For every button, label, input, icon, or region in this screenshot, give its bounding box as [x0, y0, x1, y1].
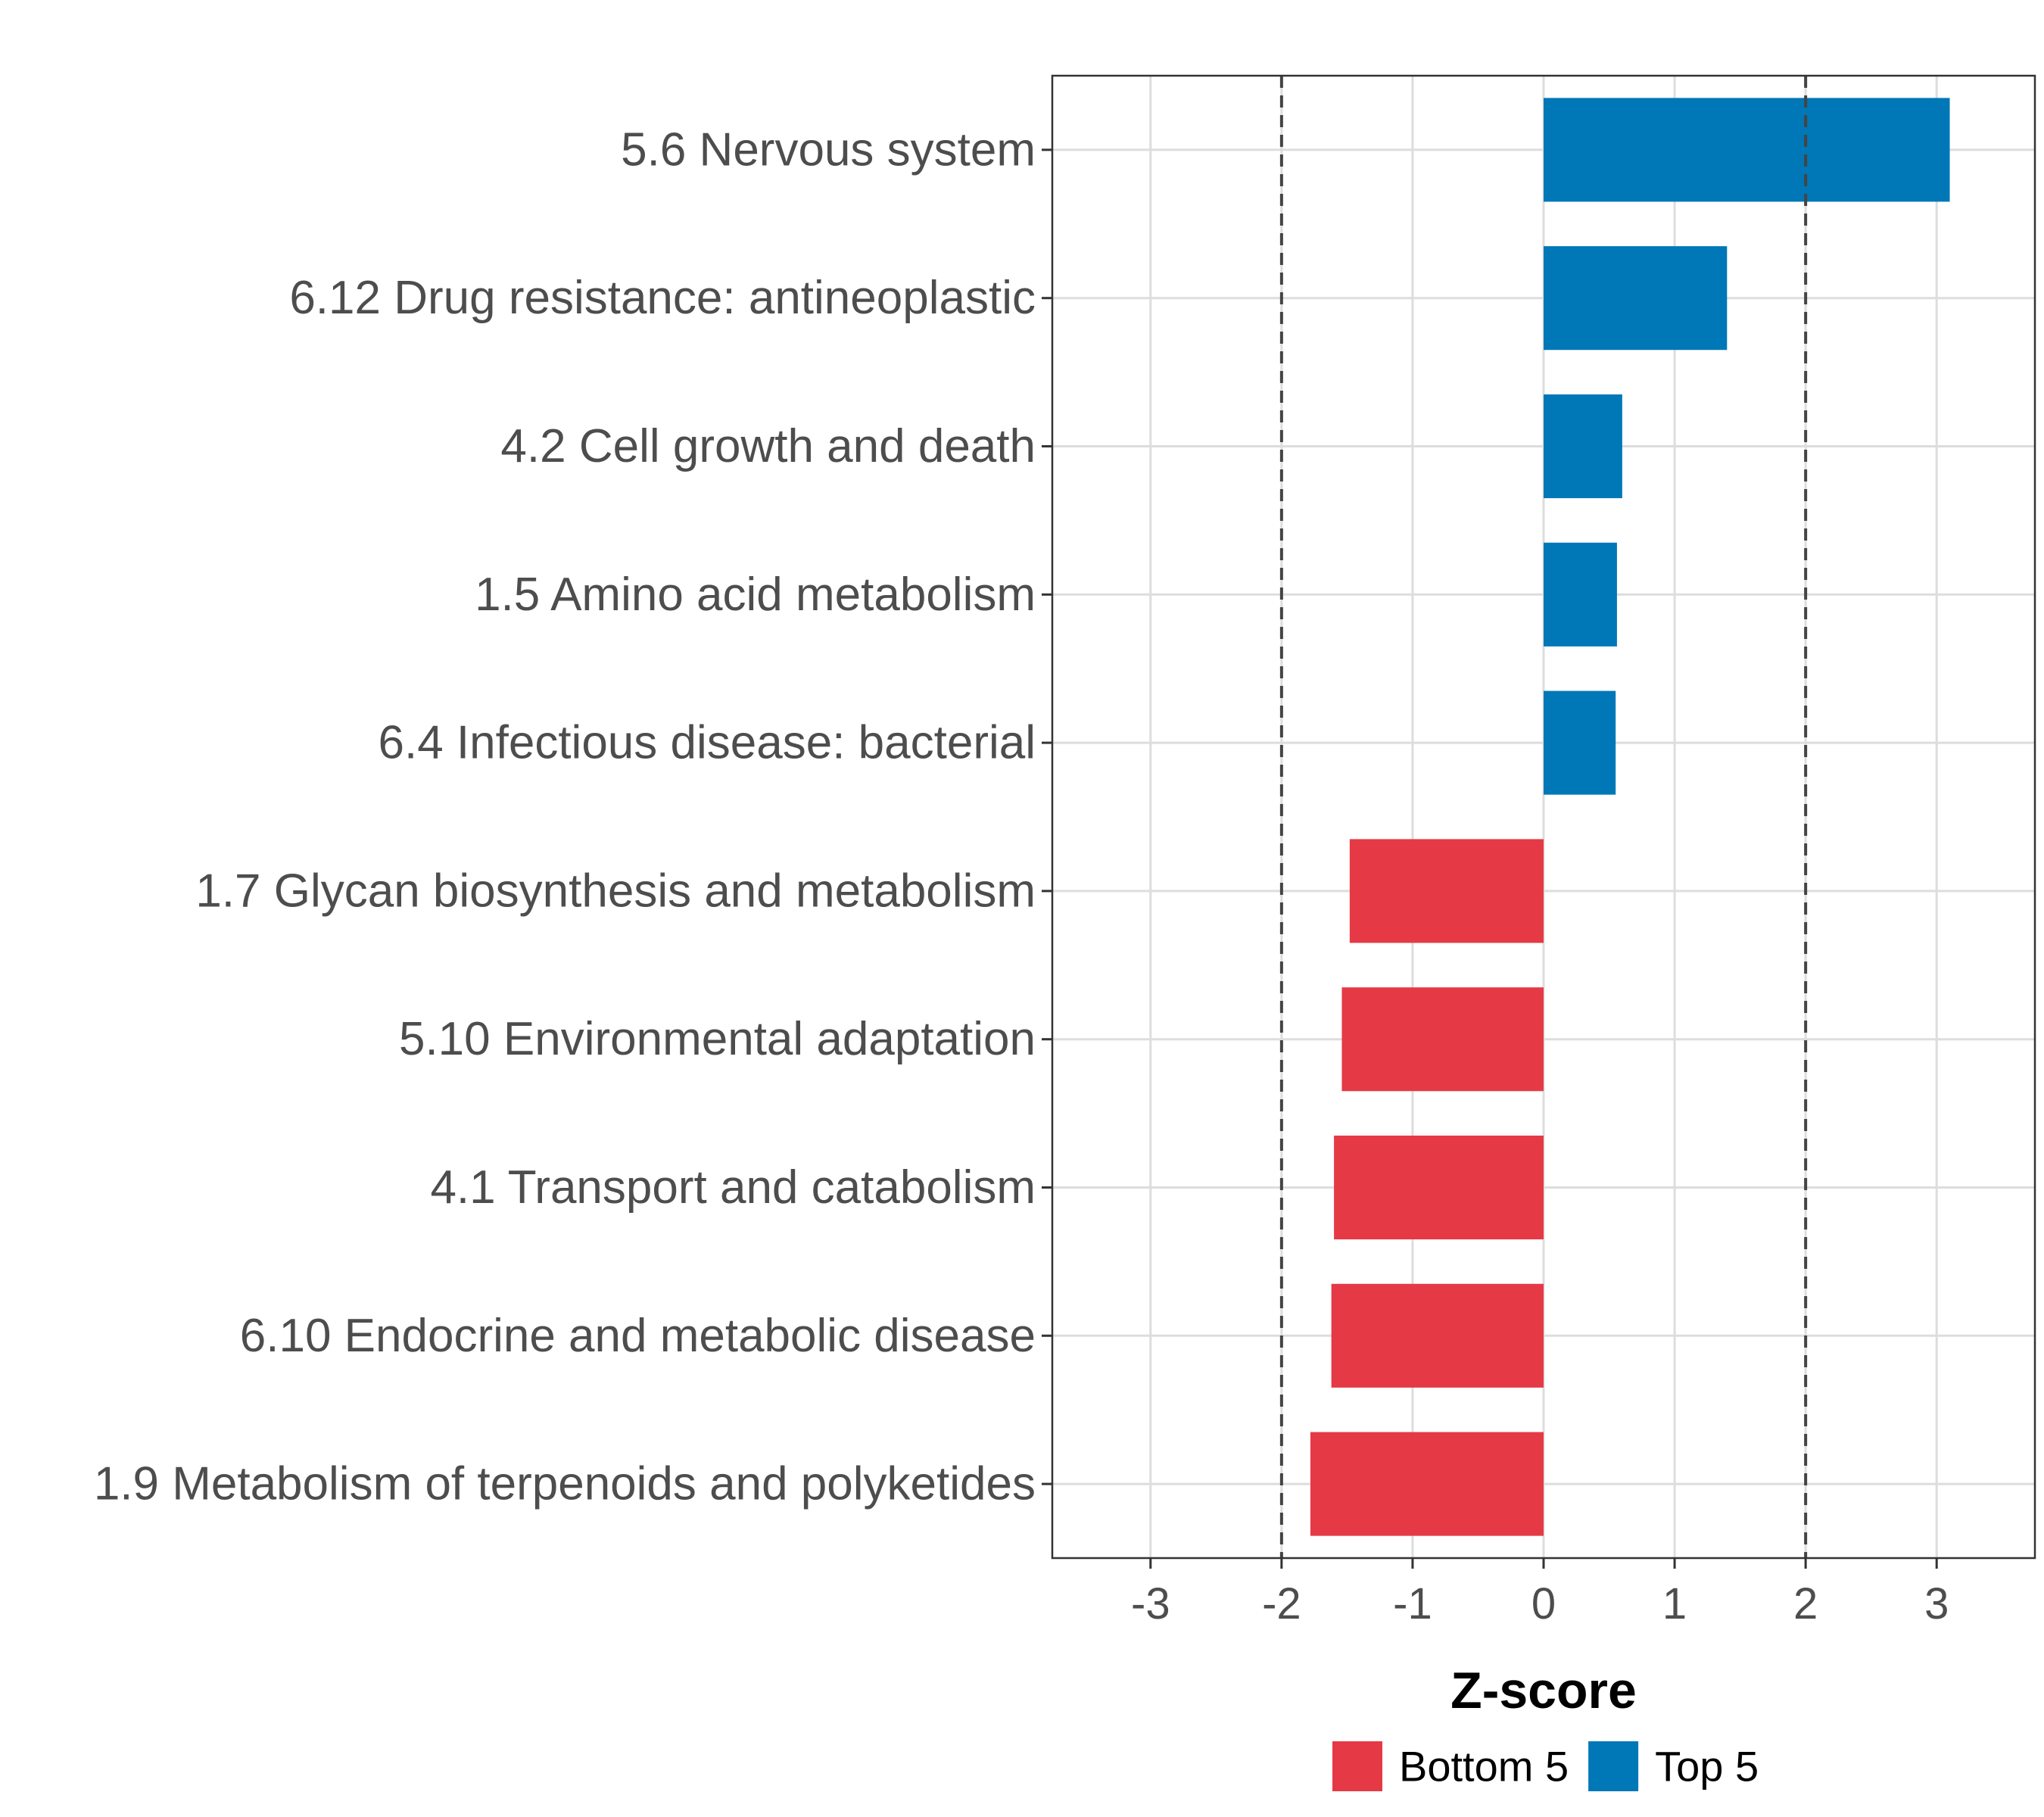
y-tick-label: 5.6 Nervous system: [621, 123, 1036, 176]
bar: [1334, 1135, 1544, 1240]
x-tick-label: -2: [1262, 1579, 1301, 1628]
bar: [1544, 690, 1616, 795]
y-tick-label: 1.9 Metabolism of terpenoids and polyket…: [94, 1458, 1036, 1510]
y-tick-label: 6.4 Infectious disease: bacterial: [378, 717, 1036, 769]
legend-swatch: [1332, 1741, 1382, 1791]
x-tick-label: 2: [1793, 1579, 1818, 1628]
legend-label: Top 5: [1655, 1743, 1759, 1791]
y-tick-label: 6.12 Drug resistance: antineoplastic: [289, 272, 1036, 324]
x-tick-label: 1: [1662, 1579, 1687, 1628]
y-tick-label: 4.2 Cell growth and death: [500, 420, 1036, 472]
x-axis-title: Z-score: [1450, 1662, 1637, 1719]
legend: Bottom 5 Top 5: [1332, 1741, 1759, 1791]
legend-label: Bottom 5: [1399, 1743, 1569, 1791]
bar: [1544, 394, 1622, 499]
bar: [1310, 1432, 1544, 1536]
y-tick-label: 5.10 Environmental adaptation: [399, 1013, 1036, 1065]
bar-layer: [1310, 98, 1950, 1536]
x-tick-label: 0: [1531, 1579, 1556, 1628]
bar: [1544, 542, 1617, 647]
y-tick-label: 1.5 Amino acid metabolism: [475, 569, 1036, 621]
x-tick-label: -3: [1131, 1579, 1170, 1628]
y-axis: 5.6 Nervous system 6.12 Drug resistance: …: [94, 123, 1052, 1510]
x-tick-label: 3: [1924, 1579, 1949, 1628]
legend-swatch: [1588, 1741, 1639, 1791]
x-axis: -3 -2 -1 0 1 2 3: [1131, 1558, 1949, 1628]
bar: [1331, 1283, 1544, 1388]
y-tick-label: 4.1 Transport and catabolism: [430, 1161, 1036, 1214]
y-tick-label: 1.7 Glycan biosynthesis and metabolism: [195, 865, 1036, 917]
reference-line-layer: [1279, 76, 1808, 1558]
bar: [1341, 987, 1544, 1092]
bar: [1349, 839, 1544, 943]
bar: [1544, 246, 1728, 351]
y-tick-label: 6.10 Endocrine and metabolic disease: [240, 1310, 1036, 1362]
bar: [1544, 98, 1950, 202]
x-tick-label: -1: [1393, 1579, 1432, 1628]
